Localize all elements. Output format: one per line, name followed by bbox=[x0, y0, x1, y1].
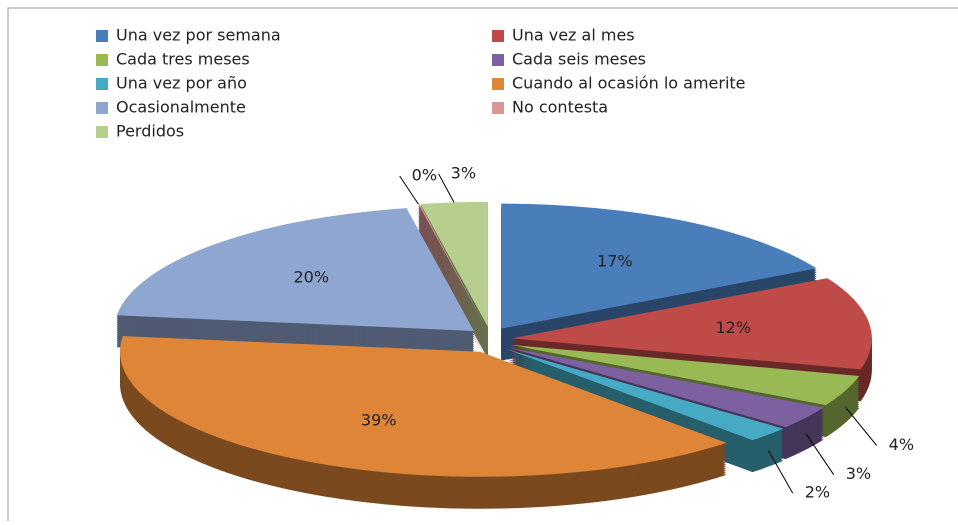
slice bbox=[506, 349, 784, 441]
legend-label: Cada tres meses bbox=[116, 50, 250, 69]
slice bbox=[418, 204, 486, 328]
legend-swatch bbox=[492, 102, 504, 114]
slice bbox=[508, 347, 824, 428]
legend-swatch bbox=[492, 54, 504, 66]
frame bbox=[7, 7, 958, 525]
data-label: 3% bbox=[846, 464, 871, 483]
slice-side bbox=[418, 222, 486, 346]
legend-label: Ocasionalmente bbox=[116, 98, 246, 117]
legend-swatch bbox=[96, 30, 108, 42]
slice-side bbox=[418, 206, 486, 330]
slice-side bbox=[418, 216, 486, 340]
legend-swatch bbox=[96, 78, 108, 90]
legend-label: No contesta bbox=[512, 98, 608, 117]
slice-side bbox=[418, 212, 486, 336]
legend-swatch bbox=[96, 126, 108, 138]
legend-label: Una vez al mes bbox=[512, 26, 635, 45]
data-label: 20% bbox=[293, 267, 329, 286]
slice bbox=[116, 208, 474, 331]
slice-side bbox=[418, 228, 486, 352]
legend-label: Una vez por año bbox=[116, 74, 247, 93]
legend-swatch bbox=[492, 30, 504, 42]
legend-label: Perdidos bbox=[116, 122, 184, 141]
slice bbox=[510, 344, 860, 406]
slice bbox=[511, 278, 872, 370]
data-label: 39% bbox=[361, 410, 397, 429]
slice-side bbox=[418, 220, 486, 344]
legend-label: Cada seis meses bbox=[512, 50, 646, 69]
slice-side bbox=[418, 224, 486, 348]
slice-side bbox=[418, 214, 486, 338]
slice-side bbox=[418, 226, 486, 350]
legend-label: Cuando al ocasión lo amerite bbox=[512, 74, 746, 93]
legend-swatch bbox=[96, 102, 108, 114]
leader-line bbox=[399, 175, 419, 205]
leader-line bbox=[805, 433, 835, 475]
legend-swatch bbox=[492, 78, 504, 90]
data-label: 2% bbox=[805, 483, 830, 502]
legend-swatch bbox=[96, 54, 108, 66]
leader-line bbox=[438, 173, 455, 203]
slice bbox=[420, 201, 488, 327]
slice bbox=[120, 336, 727, 477]
leader-line bbox=[844, 406, 878, 446]
data-label: 4% bbox=[889, 435, 914, 454]
data-label: 3% bbox=[451, 163, 476, 182]
data-label: 17% bbox=[597, 251, 633, 270]
slice-side bbox=[418, 210, 486, 334]
data-label: 0% bbox=[412, 165, 437, 184]
slice-side bbox=[418, 218, 486, 342]
slice-side bbox=[418, 208, 486, 332]
slice bbox=[501, 203, 817, 329]
data-label: 12% bbox=[715, 318, 751, 337]
legend-label: Una vez por semana bbox=[116, 26, 281, 45]
leader-line bbox=[768, 450, 794, 494]
